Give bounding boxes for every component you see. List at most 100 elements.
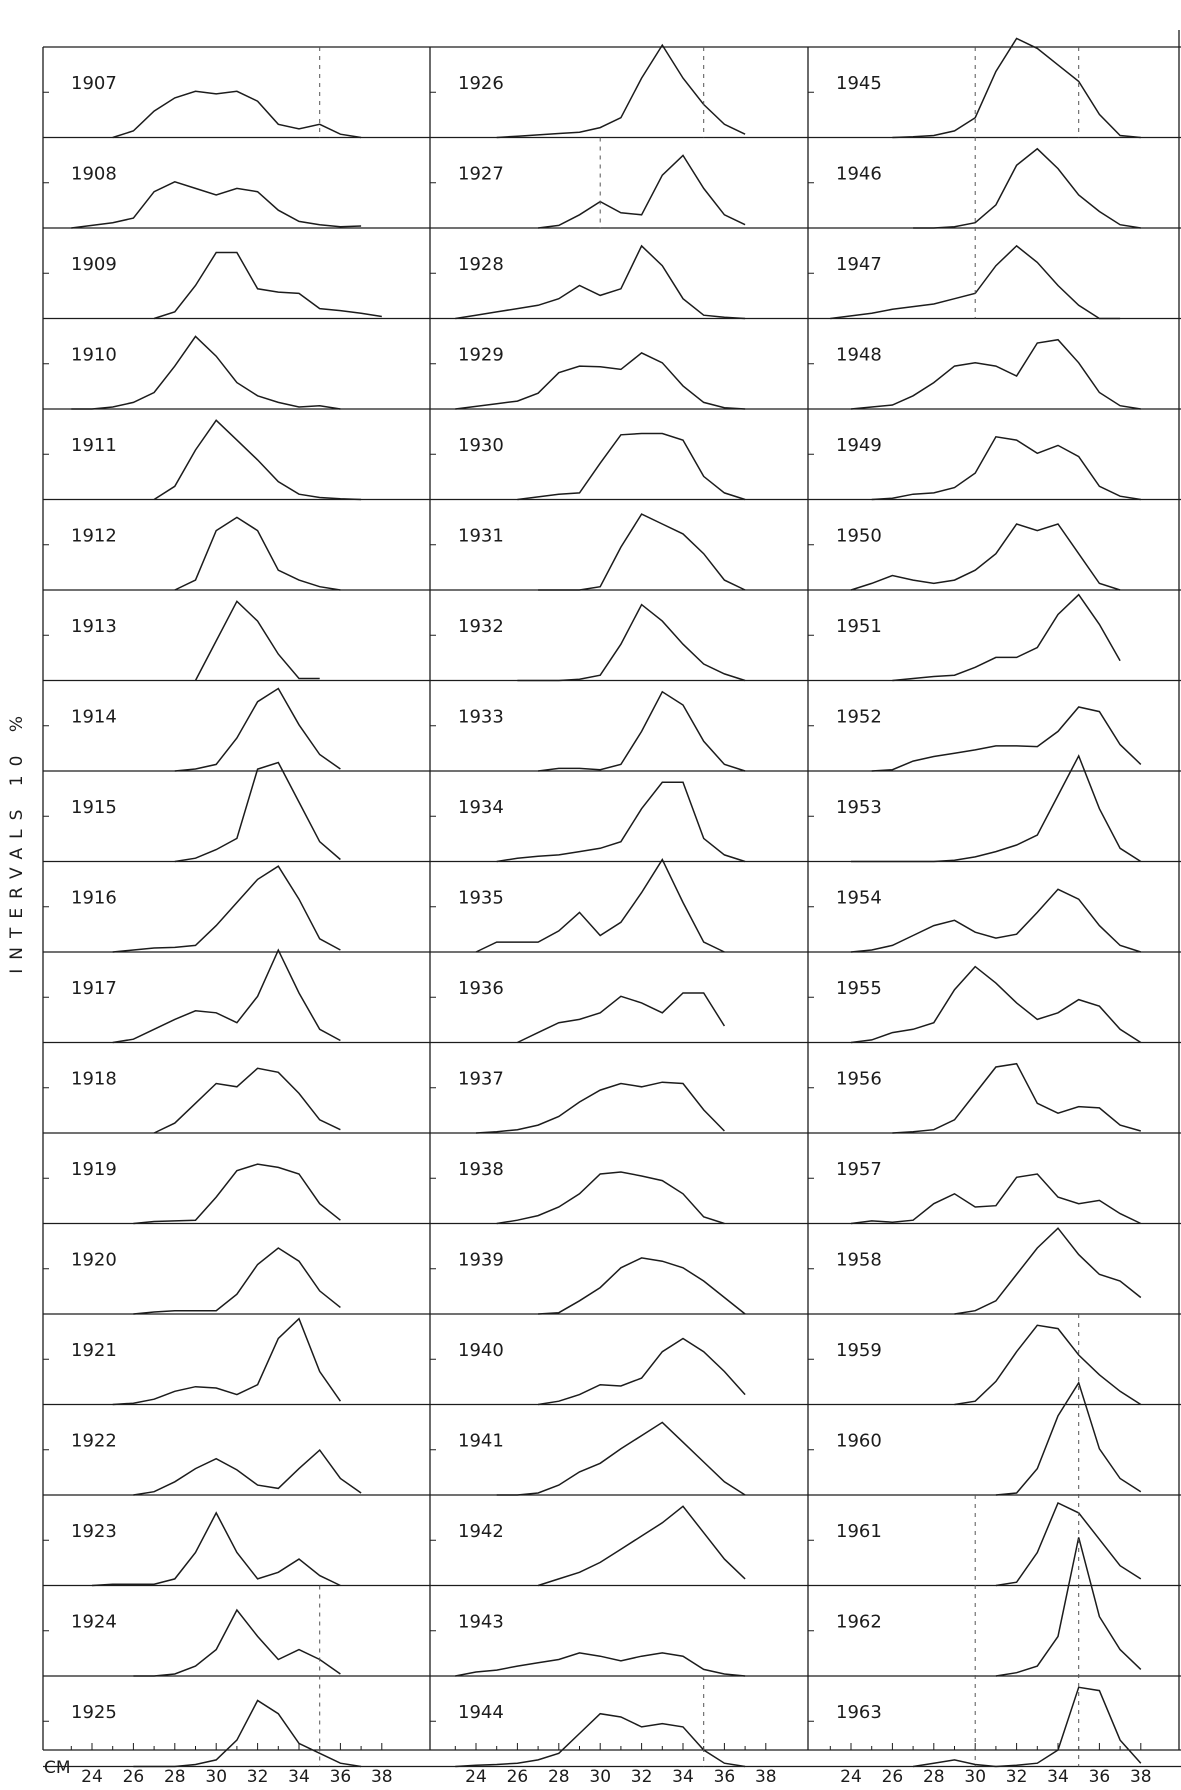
series-line-1918	[153, 1067, 341, 1134]
y-axis-label: INTERVALS 10 %	[6, 630, 28, 1050]
series-line-1911	[153, 419, 362, 501]
series-line-1959	[954, 1324, 1142, 1406]
year-label-1961: 1961	[836, 1521, 882, 1542]
x-tick-label: 36	[1089, 1767, 1111, 1787]
year-label-1940: 1940	[458, 1340, 504, 1361]
year-label-1916: 1916	[71, 888, 117, 909]
series-line-1934	[496, 781, 746, 863]
series-line-1938	[496, 1171, 725, 1225]
year-label-1963: 1963	[836, 1702, 882, 1723]
year-label-1913: 1913	[71, 616, 117, 637]
year-label-1924: 1924	[71, 1612, 117, 1633]
x-tick-label: 38	[755, 1767, 777, 1787]
series-line-1952	[871, 706, 1142, 772]
x-tick-label: 36	[714, 1767, 736, 1787]
x-tick-label: 28	[548, 1767, 570, 1787]
year-label-1937: 1937	[458, 1069, 504, 1090]
year-label-1944: 1944	[458, 1702, 504, 1723]
x-tick-label: 38	[371, 1767, 393, 1787]
year-label-1922: 1922	[71, 1431, 117, 1452]
year-label-1948: 1948	[836, 345, 882, 366]
x-tick-label: 30	[964, 1767, 986, 1787]
year-label-1952: 1952	[836, 707, 882, 728]
year-label-1934: 1934	[458, 797, 504, 818]
series-line-1930	[517, 432, 746, 501]
year-label-1932: 1932	[458, 616, 504, 637]
year-label-1908: 1908	[71, 164, 117, 185]
series-line-1948	[850, 338, 1141, 410]
series-line-1953	[851, 754, 1142, 863]
year-label-1928: 1928	[458, 254, 504, 275]
year-label-1919: 1919	[71, 1159, 117, 1180]
series-line-1916	[112, 865, 341, 953]
x-tick-label: 32	[247, 1767, 269, 1787]
year-label-1917: 1917	[71, 978, 117, 999]
series-line-1950	[850, 523, 1121, 591]
series-line-1933	[538, 690, 746, 772]
year-label-1930: 1930	[458, 435, 504, 456]
year-label-1910: 1910	[71, 345, 117, 366]
series-line-1943	[455, 1652, 746, 1677]
year-label-1942: 1942	[458, 1521, 504, 1542]
series-line-1932	[517, 603, 746, 682]
x-axis-unit-label: CM	[44, 1758, 71, 1778]
series-line-1951	[892, 593, 1121, 682]
series-line-1939	[538, 1257, 746, 1315]
series-line-1923	[91, 1511, 341, 1587]
year-label-1918: 1918	[71, 1069, 117, 1090]
series-line-1922	[133, 1448, 362, 1496]
series-line-1926	[496, 43, 746, 139]
series-line-1927	[538, 154, 746, 229]
series-line-1942	[537, 1505, 746, 1587]
year-label-1956: 1956	[836, 1069, 882, 1090]
year-label-1929: 1929	[458, 345, 504, 366]
series-line-1956	[892, 1062, 1142, 1134]
series-line-1921	[112, 1317, 342, 1406]
x-tick-label: 34	[1047, 1767, 1069, 1787]
year-label-1960: 1960	[836, 1431, 882, 1452]
year-label-1925: 1925	[71, 1702, 117, 1723]
series-line-1913	[194, 600, 320, 681]
year-label-1920: 1920	[71, 1250, 117, 1271]
series-line-1924	[133, 1608, 341, 1677]
year-label-1962: 1962	[836, 1612, 882, 1633]
x-tick-label: 30	[589, 1767, 611, 1787]
year-label-1907: 1907	[71, 73, 117, 94]
year-label-1915: 1915	[71, 797, 117, 818]
x-tick-label: 28	[923, 1767, 945, 1787]
series-line-1936	[517, 992, 726, 1044]
year-label-1939: 1939	[458, 1250, 504, 1271]
y-axis-label-text: INTERVALS 10 %	[7, 706, 27, 974]
series-line-1955	[850, 965, 1142, 1044]
series-line-1929	[455, 352, 746, 410]
year-label-1957: 1957	[836, 1159, 882, 1180]
year-label-1958: 1958	[836, 1250, 882, 1271]
x-tick-label: 32	[1006, 1767, 1028, 1787]
series-line-1954	[850, 888, 1142, 953]
x-tick-label: 28	[164, 1767, 186, 1787]
year-label-1947: 1947	[836, 254, 882, 275]
year-label-1945: 1945	[836, 73, 882, 94]
series-line-1917	[112, 948, 341, 1044]
series-line-1963	[912, 1686, 1142, 1768]
series-line-1920	[133, 1247, 341, 1315]
series-line-1945	[892, 37, 1141, 139]
x-tick-label: 32	[631, 1767, 653, 1787]
year-label-1933: 1933	[458, 707, 504, 728]
year-label-1921: 1921	[71, 1340, 117, 1361]
x-tick-label: 36	[330, 1767, 352, 1787]
year-label-1911: 1911	[71, 435, 117, 456]
year-label-1914: 1914	[71, 707, 117, 728]
series-line-1961	[995, 1501, 1142, 1587]
series-line-1909	[153, 251, 382, 320]
x-tick-label: 24	[840, 1767, 862, 1787]
x-tick-label: 24	[81, 1767, 103, 1787]
series-line-1912	[174, 516, 341, 591]
series-line-1915	[174, 761, 341, 863]
year-label-1941: 1941	[458, 1431, 504, 1452]
series-line-1944	[455, 1712, 746, 1768]
series-line-1958	[954, 1227, 1142, 1315]
year-label-1935: 1935	[458, 888, 504, 909]
year-label-1943: 1943	[458, 1612, 504, 1633]
